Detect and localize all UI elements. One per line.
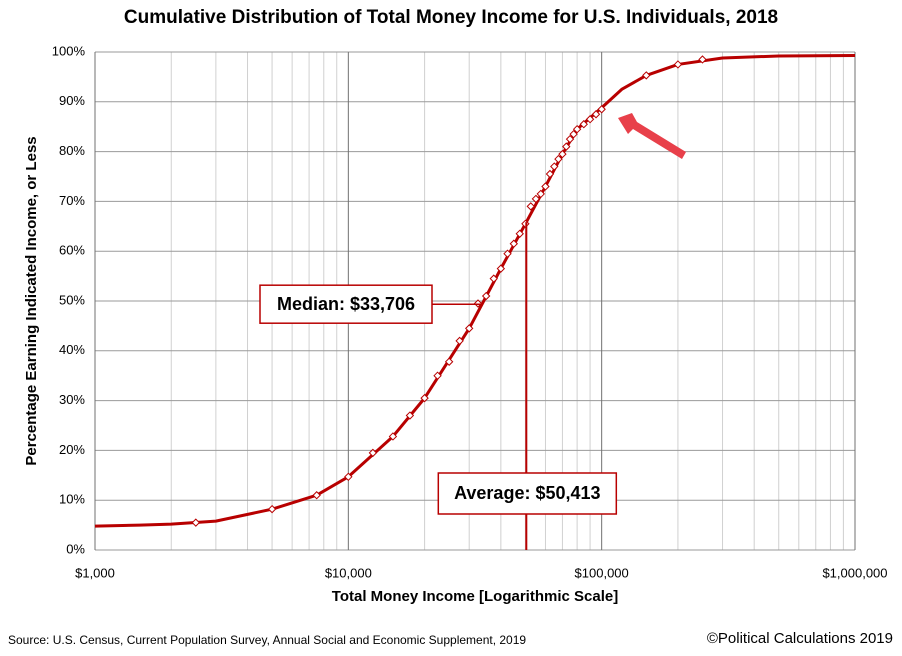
x-tick-label: $1,000	[75, 565, 115, 580]
data-point	[267, 504, 277, 514]
x-tick-label: $10,000	[325, 565, 372, 580]
grid: 0% 10% 20% 30% 40% 50% 60% 70% 80% 90% 100% $1,000 $…	[52, 43, 888, 580]
y-tick-label: 10%	[59, 492, 85, 507]
data-point	[531, 194, 541, 204]
data-point	[572, 124, 582, 134]
data-point	[585, 115, 595, 124]
data-point	[503, 249, 512, 258]
data-point	[569, 129, 578, 139]
data-point	[405, 411, 415, 420]
data-point	[591, 110, 601, 119]
data-point	[550, 162, 559, 171]
y-tick-label: 80%	[59, 143, 85, 158]
data-point	[541, 182, 550, 191]
y-tick-label: 70%	[59, 193, 85, 208]
data-point	[489, 274, 498, 283]
average-label: Average: $50,413	[454, 483, 600, 503]
credit: ©Political Calculations 2019	[707, 630, 893, 647]
data-point	[444, 357, 454, 366]
y-tick-label: 30%	[59, 392, 85, 407]
data-point	[481, 291, 491, 301]
y-tick-label: 50%	[59, 292, 85, 307]
data-point	[312, 491, 321, 500]
y-tick-label: 60%	[59, 243, 85, 258]
average-box	[437, 472, 618, 515]
source-note: Source: U.S. Census, Current Population …	[8, 633, 526, 647]
data-point	[562, 142, 571, 151]
y-tick-label: 20%	[59, 442, 85, 457]
median-box	[259, 284, 433, 324]
y-axis-label: Percentage Earning Indicated Income, or …	[23, 136, 40, 465]
x-axis-label: Total Money Income [Logarithmic Scale]	[332, 588, 618, 605]
data-point	[388, 432, 398, 441]
data-point	[515, 229, 524, 238]
y-tick-label: 0%	[66, 541, 85, 556]
data-point	[698, 55, 707, 64]
chart-title: Cumulative Distribution of Total Money I…	[124, 7, 778, 28]
data-point	[597, 105, 606, 114]
y-tick-label: 40%	[59, 342, 85, 357]
data-point	[565, 134, 575, 144]
data-point	[642, 71, 651, 80]
data-point	[368, 448, 378, 458]
y-tick-label: 90%	[59, 93, 85, 108]
data-point	[191, 518, 201, 527]
data-point	[558, 149, 567, 159]
pointer-arrow	[618, 113, 686, 159]
data-point	[344, 472, 353, 482]
data-point	[464, 324, 474, 333]
data-point	[433, 371, 442, 380]
data-point	[509, 239, 519, 248]
marks	[94, 53, 856, 528]
data-point	[545, 169, 555, 179]
annotations: Median: $33,706 Average: $50,413	[259, 222, 618, 550]
data-point	[554, 154, 563, 164]
data-point	[673, 60, 683, 69]
data-line	[94, 53, 856, 528]
data-point	[420, 393, 429, 403]
x-tick-label: $1,000,000	[822, 565, 887, 580]
data-point	[496, 264, 506, 273]
data-point	[455, 336, 464, 346]
median-label: Median: $33,706	[277, 294, 415, 314]
y-tick-label: 100%	[52, 43, 86, 58]
data-point	[536, 189, 545, 199]
data-point	[526, 202, 535, 211]
x-tick-label: $100,000	[575, 565, 629, 580]
data-point	[579, 120, 588, 129]
